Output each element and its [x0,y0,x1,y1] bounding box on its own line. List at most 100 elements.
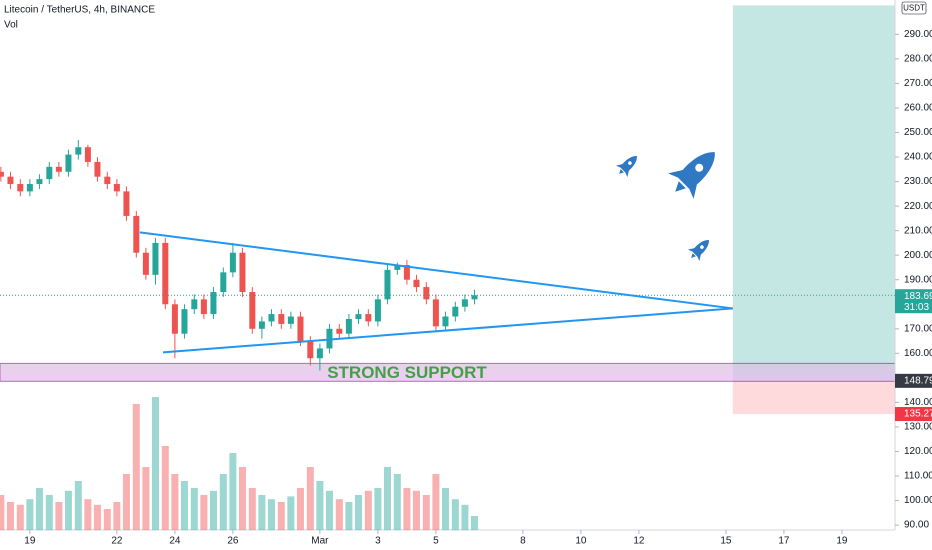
candle-body [355,314,362,319]
volume-bar [219,474,227,530]
volume-bar [84,499,92,530]
x-tick-label: 26 [227,536,239,547]
y-tick-label: 170.00 [904,323,932,334]
volume-bar [422,495,430,530]
candle-body [7,176,14,185]
candle-body [336,328,343,334]
volume-bar [432,474,440,530]
target-zone [732,5,895,381]
x-tick-label: 19 [24,536,36,547]
volume-bar [190,488,198,530]
volume-bar [364,490,372,530]
candle-body [133,215,140,253]
volume-bar [171,474,179,530]
rocket-icon [687,240,709,262]
candle-body [229,252,236,273]
candle-body [258,321,265,329]
candle-body [307,341,314,359]
volume-bar [238,467,246,530]
volume-bar [161,446,169,530]
candle-body [432,299,439,327]
x-tick-label: 3 [375,536,381,547]
candle-body [278,314,285,324]
volume-bar [461,504,469,530]
candle-body [75,147,82,155]
chart-title: Litecoin / TetherUS, 4h, BINANCE [4,5,155,16]
support-label: STRONG SUPPORT [327,363,487,382]
volume-bar [55,502,63,530]
x-tick-label: 8 [520,536,526,547]
candle-body [113,184,120,192]
volume-bar [26,499,34,530]
stop-price-box [895,407,932,422]
y-tick-label: 250.00 [904,127,932,138]
y-tick-label: 230.00 [904,176,932,187]
volume-bar [296,488,304,530]
y-tick-label: 260.00 [904,103,932,114]
candle-body [26,184,33,192]
rocket-icon [668,152,715,199]
volume-bar [45,495,53,530]
y-tick-label: 120.00 [904,446,932,457]
x-tick-label: 5 [433,536,439,547]
entry-price-label: 148.79 [904,375,932,386]
volume-bar [142,467,150,530]
candle-body [123,191,130,216]
candle-body [17,184,24,192]
volume-bar [64,490,72,530]
volume-bar [209,490,217,530]
candle-body [316,348,323,359]
candle-body [365,314,372,322]
volume-bar [383,467,391,530]
candle-body [84,147,91,162]
volume-bar [180,481,188,530]
volume-bar [151,397,159,530]
volume-bar [374,488,382,530]
last-price-label: 183.69 [904,291,932,302]
y-tick-label: 190.00 [904,274,932,285]
y-tick-label: 90.00 [904,520,929,531]
candle-body [210,291,217,315]
candle-body [191,299,198,310]
volume-bar [229,453,237,530]
volume-bar [74,481,82,530]
x-tick-label: 17 [778,536,790,547]
x-tick-label: 19 [836,536,848,547]
currency: USDT [903,4,925,13]
volume-bar [0,495,5,530]
candle-body [94,161,101,177]
volume-bar [122,474,130,530]
candle-body [181,309,188,334]
volume-bar [267,499,275,530]
y-tick-label: 100.00 [904,495,932,506]
y-tick-label: 210.00 [904,225,932,236]
candle-body [239,252,246,292]
volume-bar [306,467,314,530]
volume-bar [345,502,353,530]
currency-box [901,1,927,15]
volume-label: Vol [4,20,18,31]
rockets [615,152,715,262]
y-tick-label: 220.00 [904,201,932,212]
volume-bar [200,495,208,530]
volume-bar [325,490,333,530]
candle-body [297,316,304,342]
candle-body [162,242,169,305]
last-price-box [895,289,932,314]
candle-body [452,306,459,317]
candle-body [394,265,401,270]
trendline [162,307,733,354]
volume-bar [354,495,362,530]
candle-body [471,295,478,300]
candle-body [249,291,256,329]
volume-bar [316,481,324,530]
candle-body [55,166,62,172]
x-tick-label: 10 [575,536,587,547]
volume-bar [287,496,295,530]
rocket-icon [615,156,637,178]
volume-bar [132,404,140,530]
candle-body [152,242,159,275]
x-tick-label: 24 [169,536,181,547]
candle-body [65,154,72,172]
candle-body [220,272,227,292]
